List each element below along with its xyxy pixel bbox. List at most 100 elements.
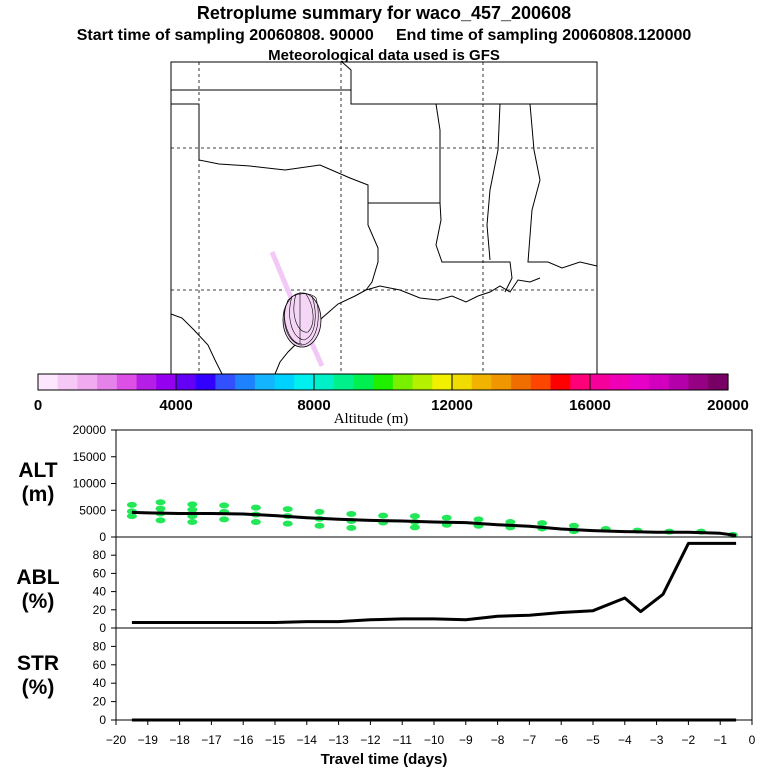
colorbar-cells bbox=[38, 374, 729, 390]
colorbar-cell bbox=[491, 374, 512, 390]
plume-map bbox=[170, 61, 598, 375]
panel-label-top: ALT bbox=[18, 459, 57, 482]
coastline bbox=[365, 277, 541, 303]
scatter-point bbox=[187, 519, 198, 526]
x-tick-label: −4 bbox=[618, 733, 632, 747]
colorbar-cell bbox=[392, 374, 414, 390]
colorbar-cell bbox=[590, 374, 611, 390]
x-tick-label: −13 bbox=[328, 733, 349, 747]
scatter-point bbox=[409, 524, 420, 531]
x-tick-label: −16 bbox=[233, 733, 254, 747]
boundary-line bbox=[368, 202, 513, 293]
x-tick-label: −1 bbox=[713, 733, 727, 747]
map-graticule bbox=[171, 62, 597, 374]
scatter-point bbox=[473, 516, 484, 523]
plume-trajectories bbox=[283, 292, 319, 346]
colorbar-cell bbox=[412, 374, 433, 390]
colorbar-cell bbox=[530, 374, 552, 390]
scatter-point bbox=[346, 524, 357, 531]
colorbar-cell bbox=[668, 374, 690, 390]
scatter-point bbox=[282, 520, 293, 527]
x-tick-label: −9 bbox=[459, 733, 473, 747]
series-line bbox=[131, 510, 737, 537]
y-tick-label: 20 bbox=[93, 603, 107, 617]
colorbar-tick-label: 4000 bbox=[159, 397, 192, 414]
colorbar-cell bbox=[688, 374, 709, 390]
scatter-point bbox=[314, 522, 325, 529]
scatter-point bbox=[126, 501, 137, 508]
colorbar-cell bbox=[77, 374, 98, 390]
scatter-point bbox=[378, 512, 389, 519]
panel-frame bbox=[115, 536, 753, 629]
colorbar-cell bbox=[629, 374, 650, 390]
y-tick-label: 80 bbox=[93, 548, 107, 562]
y-tick-label: 15000 bbox=[73, 450, 107, 464]
colorbar-cell bbox=[274, 374, 295, 390]
x-axis-label: Travel time (days) bbox=[321, 751, 448, 768]
colorbar-cell bbox=[156, 374, 177, 390]
series-line bbox=[131, 541, 737, 624]
colorbar-cell bbox=[649, 374, 670, 390]
plume bbox=[269, 251, 325, 368]
x-tick-label: 0 bbox=[749, 733, 756, 747]
y-tick-label: 0 bbox=[99, 713, 106, 727]
colorbar-label: Altitude (m) bbox=[334, 411, 409, 427]
scatter-point bbox=[219, 516, 230, 523]
colorbar-cell bbox=[609, 374, 631, 390]
colorbar-cell bbox=[353, 374, 374, 390]
boundary-line bbox=[435, 103, 441, 203]
colorbar-cell bbox=[471, 374, 493, 390]
y-tick-label: 40 bbox=[93, 585, 107, 599]
map-frame bbox=[170, 61, 598, 375]
x-tick-label: −2 bbox=[682, 733, 696, 747]
scatter-point bbox=[282, 506, 293, 513]
y-tick-label: 60 bbox=[93, 566, 107, 580]
colorbar-cell bbox=[550, 374, 571, 390]
scatter-point bbox=[441, 514, 452, 521]
scatter-point bbox=[314, 508, 325, 515]
y-tick-label: 0 bbox=[99, 621, 106, 635]
x-tick-label: −14 bbox=[297, 733, 318, 747]
x-axis: −20 −19 −18 −17 −16 −15 −14 −13 −12 −11 −10 −9 −8 −7−… bbox=[106, 720, 756, 768]
time-series-panels: 05000100001500020000ALT(m)020406080ABL(%… bbox=[16, 423, 755, 768]
colorbar-cell bbox=[294, 374, 315, 390]
panel-label-bottom: (%) bbox=[22, 590, 55, 613]
scatter-point bbox=[187, 506, 198, 513]
x-tick-label: −15 bbox=[265, 733, 286, 747]
x-tick-label: −8 bbox=[491, 733, 505, 747]
scatter-point bbox=[505, 519, 516, 526]
colorbar-cell bbox=[373, 374, 394, 390]
colorbar-ticks: 0 4000 8000 12000 16000 20000 bbox=[34, 374, 749, 414]
abl-panel: 0 20 40 60 80 ABL(%) bbox=[16, 536, 753, 635]
y-tick-label: 20 bbox=[93, 695, 107, 709]
scatter-point bbox=[155, 505, 166, 512]
x-tick-label: −10 bbox=[424, 733, 445, 747]
colorbar-cell bbox=[38, 374, 59, 390]
colorbar-cell bbox=[235, 374, 256, 390]
panel-label-bottom: (m) bbox=[22, 483, 55, 506]
x-tick-label: −5 bbox=[586, 733, 600, 747]
y-tick-label: 5000 bbox=[79, 503, 106, 517]
scatter-point bbox=[126, 513, 137, 520]
x-tick-label: −7 bbox=[523, 733, 537, 747]
boundary-line bbox=[341, 61, 352, 104]
panel-label-bottom: (%) bbox=[22, 676, 55, 699]
colorbar-cell bbox=[195, 374, 217, 390]
x-tick-label: −17 bbox=[201, 733, 222, 747]
y-tick-label: 10000 bbox=[73, 477, 107, 491]
y-tick-label: 20000 bbox=[73, 423, 107, 437]
x-tick-label: −20 bbox=[106, 733, 127, 747]
x-tick-label: −12 bbox=[360, 733, 381, 747]
boundary-line bbox=[170, 313, 223, 375]
colorbar-cell bbox=[215, 374, 236, 390]
x-tick-label: −19 bbox=[138, 733, 159, 747]
scatter-point bbox=[155, 517, 166, 524]
scatter-point bbox=[250, 504, 261, 511]
colorbar-cell bbox=[333, 374, 355, 390]
scatter-point bbox=[250, 519, 261, 526]
scatter-point bbox=[537, 520, 548, 527]
colorbar-cell bbox=[452, 374, 473, 390]
colorbar-cell bbox=[176, 374, 197, 390]
y-tick-label: 80 bbox=[93, 639, 107, 653]
